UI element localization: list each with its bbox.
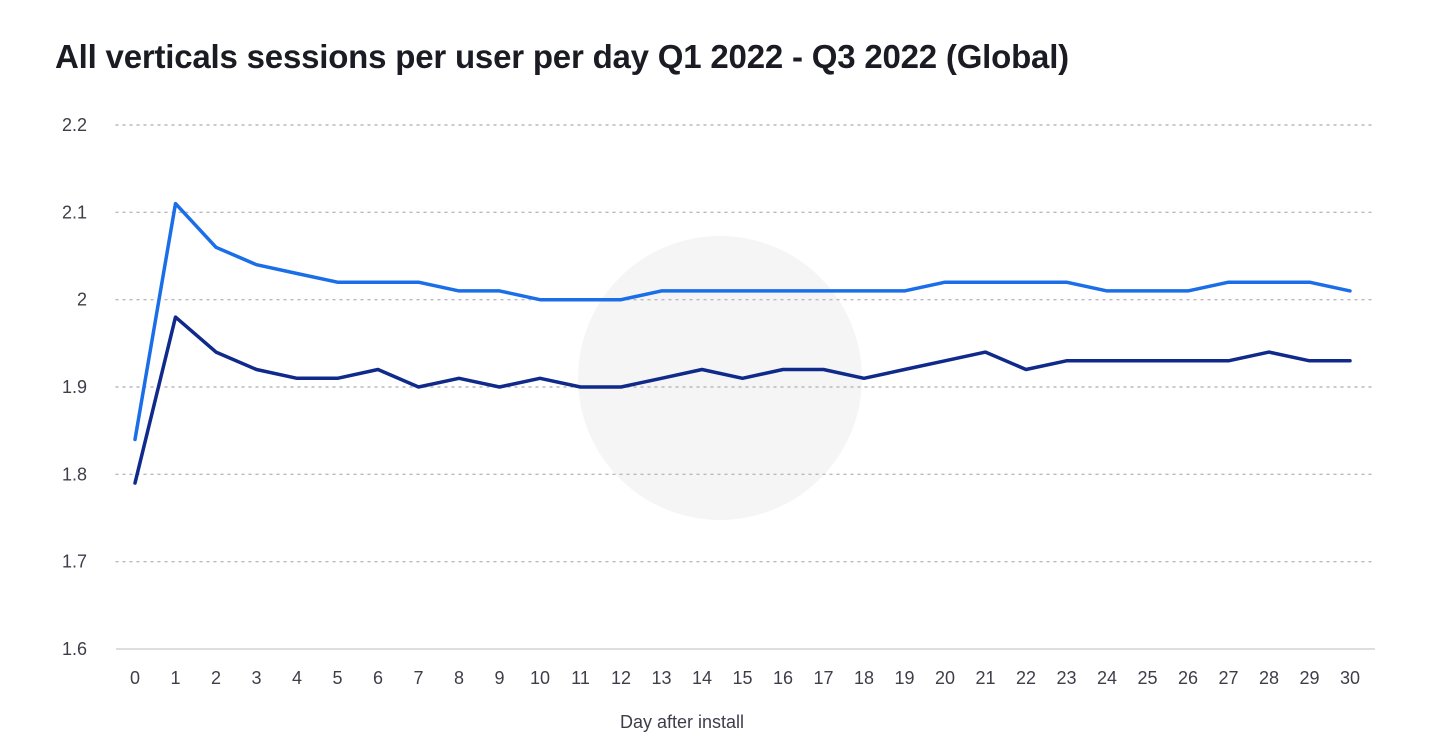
x-tick-label: 26: [1178, 668, 1198, 688]
x-tick-label: 13: [651, 668, 671, 688]
x-tick-label: 28: [1259, 668, 1279, 688]
x-tick-label: 5: [332, 668, 342, 688]
x-tick-label: 19: [894, 668, 914, 688]
x-tick-label: 7: [413, 668, 423, 688]
x-tick-label: 2: [211, 668, 221, 688]
y-tick-label: 1.7: [62, 552, 87, 572]
x-axis-title: Day after install: [620, 712, 744, 732]
x-tick-label: 12: [611, 668, 631, 688]
x-tick-label: 17: [813, 668, 833, 688]
y-tick-label: 1.9: [62, 377, 87, 397]
x-tick-label: 16: [773, 668, 793, 688]
x-tick-label: 14: [692, 668, 712, 688]
x-tick-label: 0: [130, 668, 140, 688]
x-tick-label: 1: [170, 668, 180, 688]
x-tick-label: 27: [1218, 668, 1238, 688]
series-lines: [133, 201, 1352, 485]
y-tick-label: 1.8: [62, 464, 87, 484]
x-tick-label: 10: [530, 668, 550, 688]
x-tick-label: 11: [571, 668, 590, 688]
x-tick-label: 6: [373, 668, 383, 688]
x-tick-label: 3: [251, 668, 261, 688]
x-tick-label: 25: [1137, 668, 1157, 688]
x-tick-label: 30: [1340, 668, 1360, 688]
x-tick-label: 8: [454, 668, 464, 688]
series-line-1: [133, 201, 1352, 442]
x-tick-label: 18: [854, 668, 874, 688]
x-tick-label: 29: [1299, 668, 1319, 688]
x-tick-label: 21: [975, 668, 995, 688]
x-tick-label: 22: [1016, 668, 1036, 688]
gridlines: [115, 124, 1376, 650]
y-tick-label: 1.6: [62, 639, 87, 659]
series-line-2: [133, 315, 1352, 485]
x-tick-label: 9: [494, 668, 504, 688]
x-tick-label: 4: [292, 668, 302, 688]
y-axis-ticks: 1.6 1.7 1.8 1.9 2 2.1 2.2: [62, 115, 87, 659]
chart-title: All verticals sessions per user per day …: [55, 38, 1069, 75]
x-tick-label: 24: [1097, 668, 1117, 688]
x-tick-label: 20: [935, 668, 955, 688]
y-tick-label: 2: [77, 290, 87, 310]
y-tick-label: 2.2: [62, 115, 87, 135]
x-tick-label: 23: [1056, 668, 1076, 688]
x-tick-label: 15: [732, 668, 752, 688]
x-axis-ticks: 0 1 2 3 4 5 6 7 8 9 10 11 12 13 14 15 16 17 18 19 20 21 22 23 24…: [130, 668, 1360, 688]
watermark-logo: [578, 236, 862, 520]
y-tick-label: 2.1: [62, 202, 87, 222]
